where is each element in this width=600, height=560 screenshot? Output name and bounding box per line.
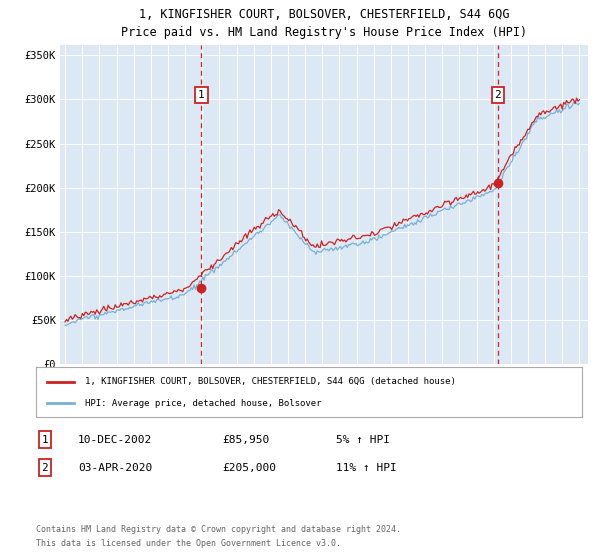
Text: 5% ↑ HPI: 5% ↑ HPI — [336, 435, 390, 445]
Text: 03-APR-2020: 03-APR-2020 — [78, 463, 152, 473]
Text: Contains HM Land Registry data © Crown copyright and database right 2024.: Contains HM Land Registry data © Crown c… — [36, 525, 401, 534]
Text: 1, KINGFISHER COURT, BOLSOVER, CHESTERFIELD, S44 6QG (detached house): 1, KINGFISHER COURT, BOLSOVER, CHESTERFI… — [85, 377, 456, 386]
Text: 2: 2 — [494, 90, 502, 100]
Text: 1: 1 — [198, 90, 205, 100]
Text: HPI: Average price, detached house, Bolsover: HPI: Average price, detached house, Bols… — [85, 399, 322, 408]
Text: This data is licensed under the Open Government Licence v3.0.: This data is licensed under the Open Gov… — [36, 539, 341, 548]
Text: 11% ↑ HPI: 11% ↑ HPI — [336, 463, 397, 473]
Text: £85,950: £85,950 — [222, 435, 269, 445]
Title: 1, KINGFISHER COURT, BOLSOVER, CHESTERFIELD, S44 6QG
Price paid vs. HM Land Regi: 1, KINGFISHER COURT, BOLSOVER, CHESTERFI… — [121, 8, 527, 39]
Text: 10-DEC-2002: 10-DEC-2002 — [78, 435, 152, 445]
Text: 1: 1 — [41, 435, 49, 445]
Text: 2: 2 — [41, 463, 49, 473]
Text: £205,000: £205,000 — [222, 463, 276, 473]
